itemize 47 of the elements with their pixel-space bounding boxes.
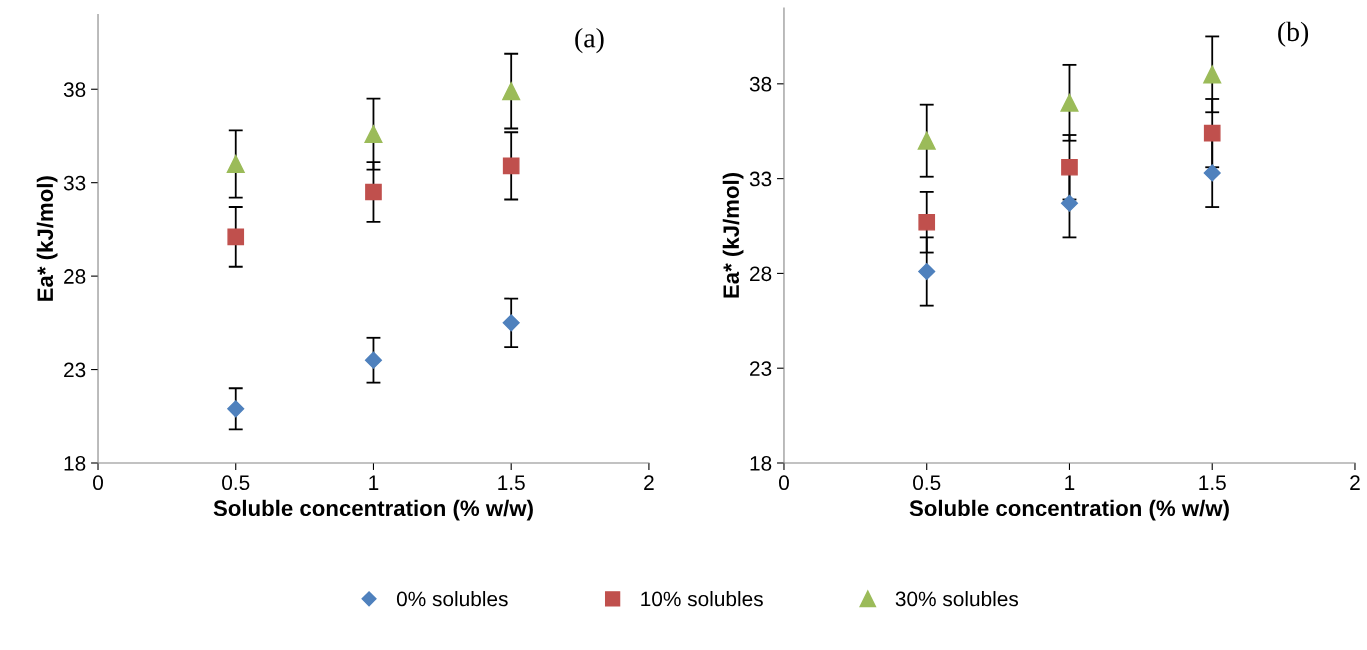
point	[1061, 158, 1078, 176]
point	[502, 314, 520, 332]
x-tick-label: 0	[779, 475, 789, 491]
x-axis-title: Soluble concentration (% w/w)	[909, 499, 1229, 521]
y-tick-label: 33	[749, 171, 772, 187]
point	[1060, 93, 1079, 112]
x-tick-label: 1	[1065, 475, 1075, 490]
x-tick-label: 0.5	[913, 475, 941, 491]
x-tick-label: 1.5	[498, 475, 525, 491]
point	[365, 183, 382, 201]
legend-label: 30% solubles	[895, 591, 1019, 607]
point	[917, 131, 936, 150]
point	[1203, 164, 1221, 182]
point	[502, 157, 520, 175]
legend-label: 10% solubles	[641, 591, 763, 607]
x-axis-title: Soluble concentration (% w/w)	[213, 499, 533, 521]
annotation: (a)	[575, 27, 604, 54]
point	[918, 213, 936, 231]
x-tick-label: 0.5	[222, 475, 250, 491]
point	[364, 351, 383, 369]
y-tick-label: 18	[750, 456, 772, 471]
y-tick-label: 23	[64, 362, 86, 378]
y-tick-label: 38	[63, 82, 86, 97]
y-tick-label: 23	[750, 361, 772, 376]
point	[227, 228, 245, 246]
y-tick-label: 33	[63, 175, 86, 191]
x-tick-label: 2	[1350, 475, 1360, 490]
y-axis-title: Ea* (kJ/mol)	[722, 173, 744, 298]
y-tick-label: 28	[64, 269, 86, 284]
point	[1203, 65, 1222, 84]
point	[364, 125, 383, 144]
point	[502, 82, 521, 101]
point	[1203, 124, 1221, 142]
annotation: (b)	[1278, 21, 1309, 47]
legend-label: 0% solubles	[396, 591, 508, 607]
point	[226, 154, 245, 174]
x-tick-label: 1	[369, 475, 379, 490]
x-tick-label: 0	[93, 475, 103, 491]
x-tick-label: 2	[644, 475, 654, 490]
point	[918, 262, 936, 281]
y-tick-label: 38	[749, 76, 772, 92]
y-tick-label: 18	[64, 456, 86, 471]
y-axis-title: Ea* (kJ/mol)	[36, 176, 58, 301]
point	[227, 400, 245, 418]
y-tick-label: 28	[750, 266, 772, 282]
point	[1060, 194, 1079, 212]
x-tick-label: 1.5	[1199, 475, 1226, 491]
